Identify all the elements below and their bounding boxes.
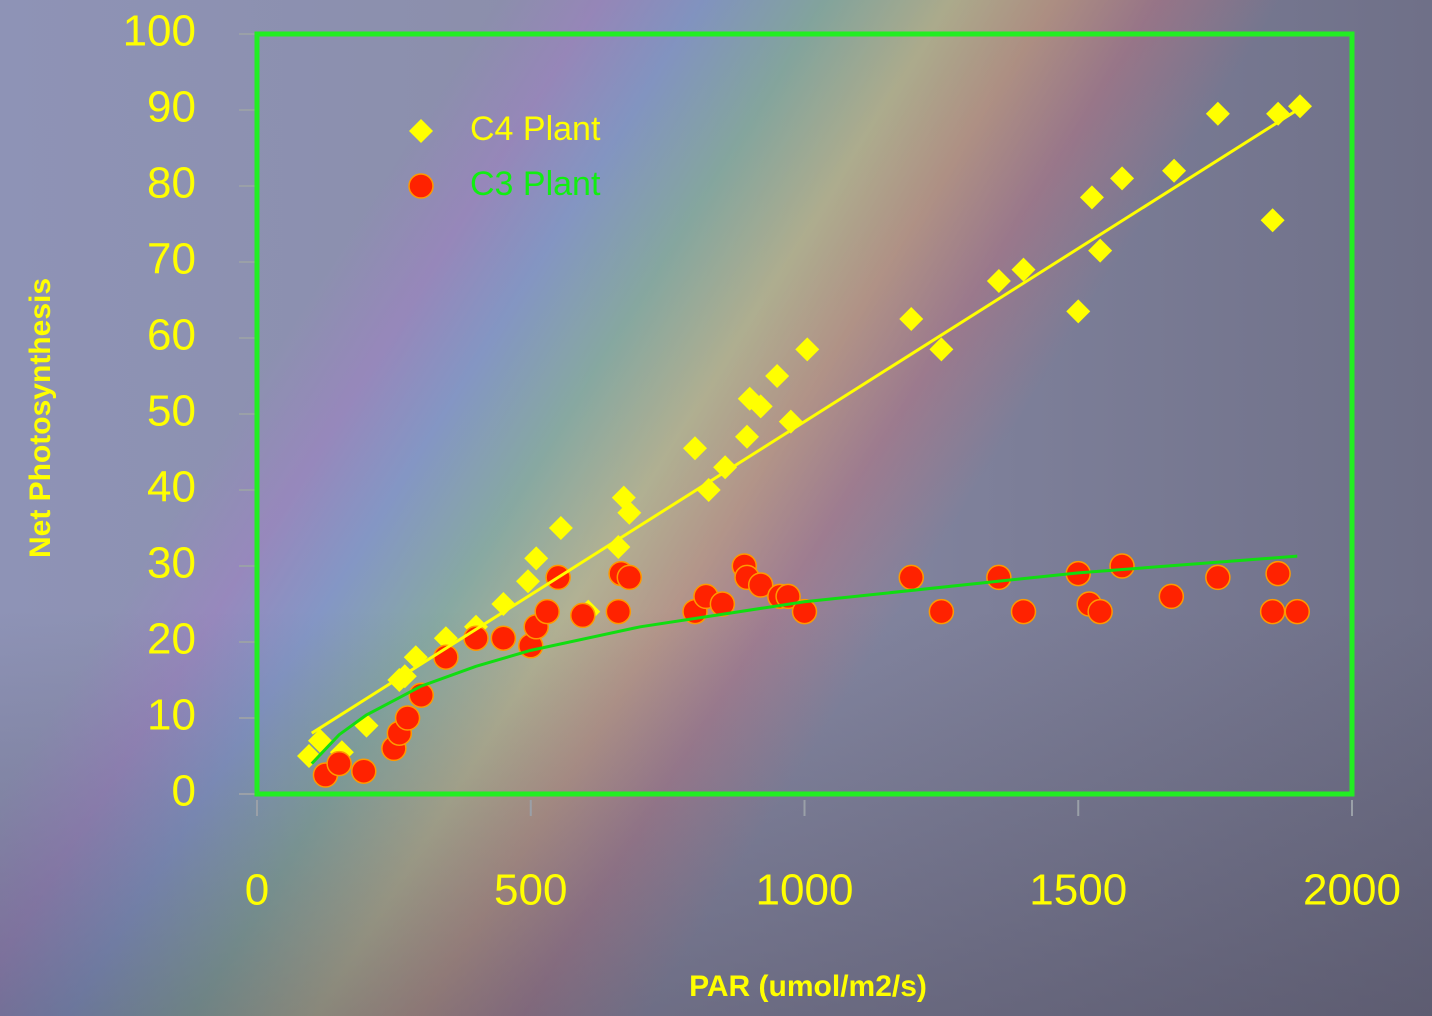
page: Net Photosynthesis PAR (umol/m2/s) 0 10 20… bbox=[0, 0, 1432, 1016]
y-tick-label: 100 bbox=[123, 7, 196, 56]
y-tick-label: 50 bbox=[147, 387, 196, 436]
point bbox=[683, 436, 707, 460]
x-axis-title: PAR (umol/m2/s) bbox=[689, 970, 927, 1003]
point bbox=[491, 626, 515, 650]
point bbox=[352, 759, 376, 783]
legend-marker bbox=[409, 119, 433, 143]
point bbox=[795, 337, 819, 361]
y-tick-label: 70 bbox=[147, 235, 196, 284]
point bbox=[1088, 239, 1112, 263]
point bbox=[987, 269, 1011, 293]
point bbox=[355, 714, 379, 738]
point bbox=[1206, 102, 1230, 126]
point bbox=[735, 425, 759, 449]
y-tick-label: 60 bbox=[147, 311, 196, 360]
point bbox=[1159, 584, 1183, 608]
point bbox=[404, 645, 428, 669]
point bbox=[1261, 208, 1285, 232]
point bbox=[1088, 600, 1112, 624]
point bbox=[571, 603, 595, 627]
y-tick-label: 40 bbox=[147, 463, 196, 512]
y-tick-label: 0 bbox=[172, 767, 196, 816]
point bbox=[1110, 554, 1134, 578]
point bbox=[549, 516, 573, 540]
point bbox=[765, 364, 789, 388]
point bbox=[1266, 562, 1290, 586]
point bbox=[1066, 299, 1090, 323]
point bbox=[1261, 600, 1285, 624]
point bbox=[396, 706, 420, 730]
x-tick-label: 1000 bbox=[756, 866, 854, 915]
point bbox=[1285, 600, 1309, 624]
point bbox=[606, 600, 630, 624]
y-tick-label: 90 bbox=[147, 83, 196, 132]
chart: Net Photosynthesis PAR (umol/m2/s) 0 10 20… bbox=[0, 0, 1432, 1016]
x-tick-label: 1500 bbox=[1029, 866, 1127, 915]
legend-label: C3 Plant bbox=[470, 165, 601, 203]
y-tick-label: 20 bbox=[147, 615, 196, 664]
point bbox=[617, 565, 641, 589]
y-tick-label: 30 bbox=[147, 539, 196, 588]
y-tick-label: 80 bbox=[147, 159, 196, 208]
trend-line bbox=[312, 556, 1298, 763]
point bbox=[327, 752, 351, 776]
plot-frame bbox=[257, 34, 1352, 794]
point bbox=[1012, 600, 1036, 624]
trend-line bbox=[312, 110, 1298, 733]
point bbox=[1206, 565, 1230, 589]
y-axis-title: Net Photosynthesis bbox=[24, 278, 57, 558]
point bbox=[535, 600, 559, 624]
point bbox=[987, 565, 1011, 589]
point bbox=[929, 600, 953, 624]
point bbox=[1080, 185, 1104, 209]
x-tick-label: 0 bbox=[245, 866, 269, 915]
y-tick-label: 10 bbox=[147, 691, 196, 740]
x-tick-label: 2000 bbox=[1303, 866, 1401, 915]
point bbox=[524, 546, 548, 570]
point bbox=[1110, 166, 1134, 190]
x-tick-label: 500 bbox=[494, 866, 567, 915]
point bbox=[1162, 159, 1186, 183]
point bbox=[899, 565, 923, 589]
legend-marker bbox=[409, 174, 433, 198]
point bbox=[899, 307, 923, 331]
legend-label: C4 Plant bbox=[470, 110, 601, 148]
